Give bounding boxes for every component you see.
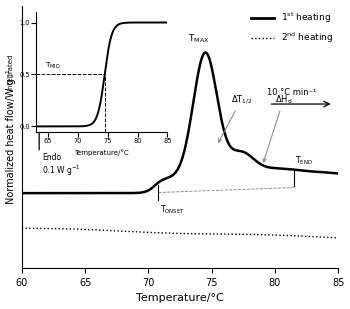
Text: ΔT$_{1/2}$: ΔT$_{1/2}$ <box>218 93 252 142</box>
Text: T$_{\mathrm{MAX}}$: T$_{\mathrm{MAX}}$ <box>188 32 209 45</box>
Text: ΔH$_{\mathrm{d}}$: ΔH$_{\mathrm{d}}$ <box>263 93 292 162</box>
Text: T$_{\mathrm{ONSET}}$: T$_{\mathrm{ONSET}}$ <box>160 204 185 216</box>
Text: Endo
0.1 W g$^{-1}$: Endo 0.1 W g$^{-1}$ <box>42 153 81 178</box>
Text: T$_{\mathrm{END}}$: T$_{\mathrm{END}}$ <box>295 155 313 167</box>
Text: 10 °C min⁻¹: 10 °C min⁻¹ <box>267 88 316 97</box>
Legend: 1$^{\mathrm{st}}$ heating, 2$^{\mathrm{nd}}$ heating: 1$^{\mathrm{st}}$ heating, 2$^{\mathrm{n… <box>247 7 337 49</box>
Y-axis label: Normalized heat flow/W g⁻¹: Normalized heat flow/W g⁻¹ <box>6 70 16 204</box>
X-axis label: Temperature/°C: Temperature/°C <box>136 294 224 303</box>
